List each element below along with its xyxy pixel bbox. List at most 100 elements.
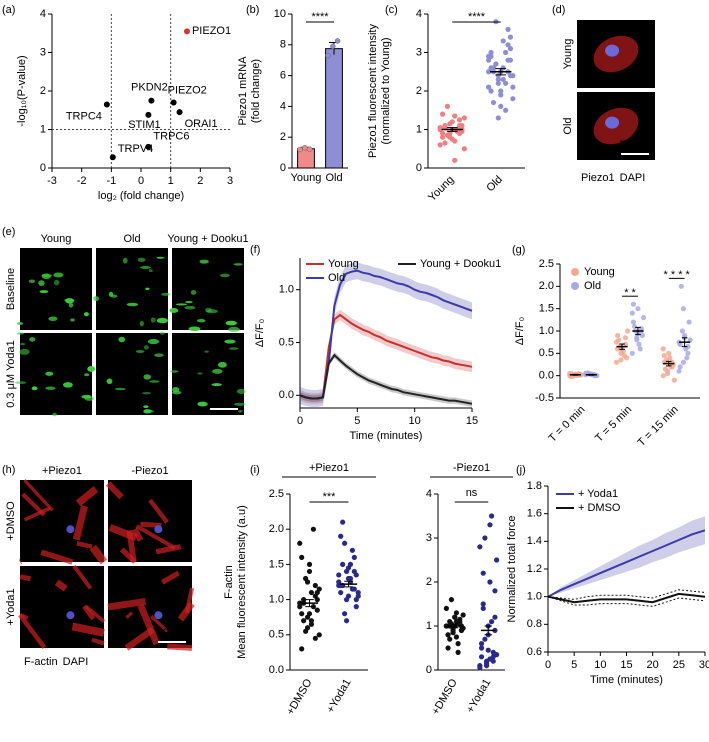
y-tick-label: 3	[40, 46, 46, 58]
point	[437, 142, 443, 148]
micrograph	[172, 248, 244, 330]
panel-label: (h)	[2, 464, 15, 476]
y-tick-label: 4	[280, 100, 286, 112]
legend-label: Young + Dooku1	[420, 258, 501, 270]
point	[494, 652, 500, 658]
point	[176, 109, 183, 116]
caption: DAPI	[63, 656, 89, 668]
point	[306, 561, 313, 568]
point	[685, 350, 691, 356]
point	[507, 46, 514, 52]
y-tick-label: -0.5	[535, 392, 554, 404]
error-bar	[344, 580, 353, 588]
fiber	[72, 564, 93, 590]
x-tick-label: -1	[106, 175, 116, 187]
point	[183, 28, 190, 35]
point	[336, 572, 342, 578]
y-tick-label: 2	[280, 131, 286, 143]
point	[503, 80, 509, 86]
point	[450, 630, 456, 636]
y-tick-label: 1.4	[527, 535, 542, 547]
y-tick-label: 1.0	[279, 284, 294, 296]
error-bar	[588, 373, 595, 376]
cell	[53, 279, 60, 286]
point	[316, 632, 322, 638]
nucleus	[605, 44, 620, 57]
y-tick-label: 1.0	[269, 594, 284, 606]
point	[661, 352, 667, 359]
panel-label: (g)	[512, 244, 525, 256]
x-tick-label: Old	[484, 174, 505, 195]
point	[442, 123, 448, 129]
error-bar	[619, 343, 625, 350]
point	[678, 283, 684, 289]
point	[493, 61, 499, 67]
point	[342, 540, 348, 546]
panel-label: (e)	[2, 226, 15, 238]
x-tick-label: 10	[594, 659, 606, 671]
y-tick-label: 1.5	[539, 303, 554, 315]
cell	[199, 259, 209, 264]
x-tick-label: +Yoda1	[325, 677, 354, 715]
cell	[225, 320, 237, 326]
point	[618, 357, 624, 363]
point	[297, 604, 303, 610]
point	[304, 579, 311, 585]
cell	[83, 312, 89, 317]
point	[312, 582, 318, 589]
micrograph	[20, 566, 104, 648]
cell	[197, 372, 203, 375]
x-tick-label: Young	[291, 172, 322, 184]
cell	[228, 347, 239, 350]
x-tick-label: 0	[138, 175, 144, 187]
x-tick-label: 3	[227, 175, 233, 187]
x-tick-label: 5	[571, 659, 577, 671]
point	[336, 579, 342, 585]
point	[500, 65, 506, 71]
fiber	[124, 627, 155, 651]
y-tick-label: 0	[426, 664, 432, 676]
fiber	[72, 505, 88, 541]
point	[351, 554, 357, 560]
cell	[70, 318, 75, 322]
fiber	[40, 549, 74, 565]
y-tick-label: 1.5	[269, 558, 284, 570]
cell	[217, 361, 227, 368]
x-tick-label: 10	[409, 415, 421, 427]
significance-label: ns	[466, 487, 478, 499]
fiber	[18, 613, 47, 649]
fiber	[167, 643, 193, 651]
point	[622, 341, 629, 347]
x-tick-label: +DMSO	[285, 677, 315, 718]
point	[629, 350, 635, 356]
point	[487, 579, 493, 585]
x-tick-label: 20	[647, 659, 659, 671]
cell	[224, 339, 236, 344]
point	[631, 323, 638, 330]
row-label: Baseline	[5, 268, 17, 310]
cell	[197, 401, 208, 407]
caption: Piezo1	[581, 172, 615, 184]
column-label: +Piezo1	[42, 465, 82, 477]
cell	[68, 302, 74, 308]
point	[458, 627, 465, 634]
point	[660, 346, 666, 352]
series-line	[299, 313, 473, 400]
cell	[126, 302, 139, 307]
error-band	[548, 516, 705, 597]
cell	[87, 366, 96, 372]
fiber	[23, 479, 54, 512]
point	[495, 73, 501, 79]
y-tick-label: 0.0	[279, 389, 294, 401]
point	[495, 115, 501, 121]
y-tick-label: 1	[40, 123, 46, 135]
point	[453, 634, 460, 640]
point	[500, 38, 506, 44]
cell	[150, 317, 156, 323]
point	[452, 157, 458, 163]
y-tick-label: 4	[40, 8, 46, 20]
point	[488, 88, 494, 94]
point	[486, 69, 492, 75]
cell	[45, 371, 54, 376]
y-axis-label: Piezo1 fluorescent intensity	[367, 24, 379, 158]
